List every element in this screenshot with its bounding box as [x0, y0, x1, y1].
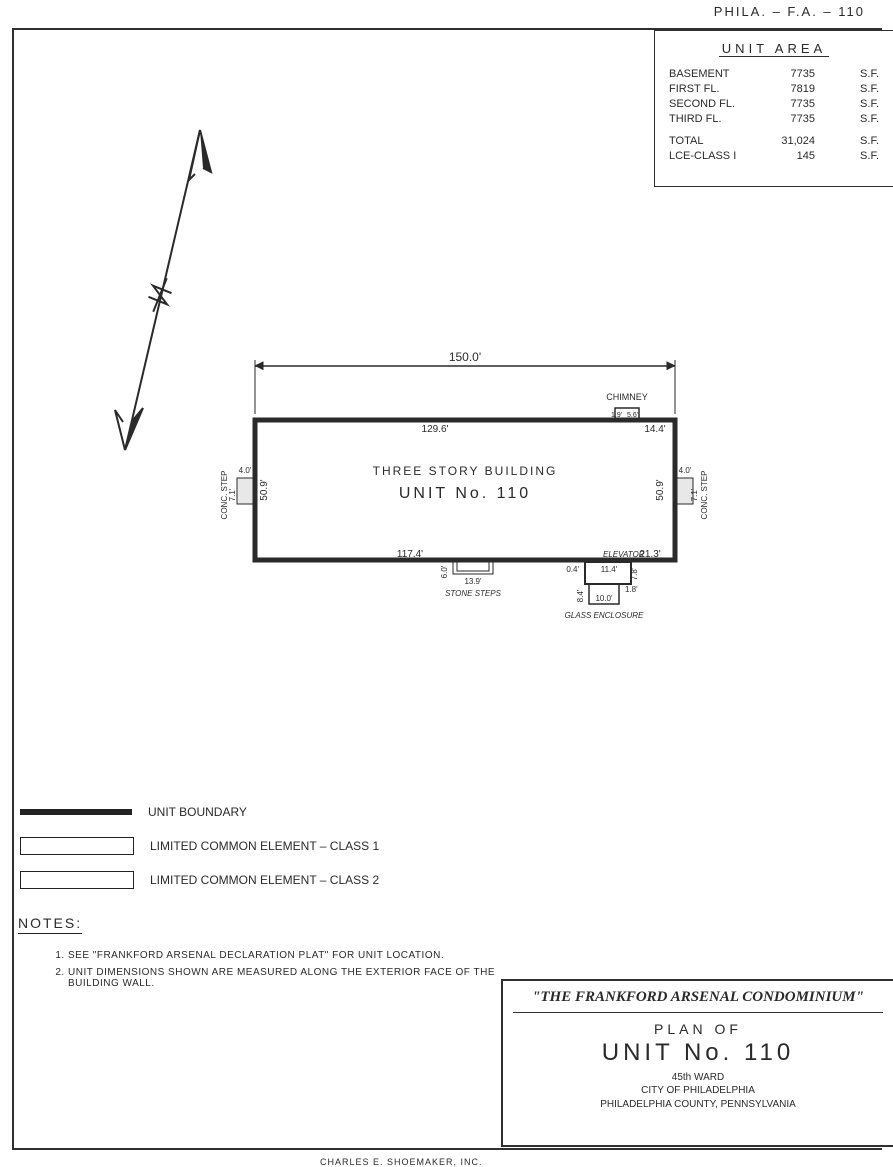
- area-total-row: LCE-CLASS I145S.F.: [669, 149, 879, 164]
- svg-text:CONC. STEP: CONC. STEP: [700, 471, 709, 520]
- svg-text:4.0': 4.0': [679, 466, 692, 475]
- svg-text:4.0': 4.0': [239, 466, 252, 475]
- svg-text:14.4': 14.4': [644, 424, 665, 435]
- svg-text:UNIT No. 110: UNIT No. 110: [399, 485, 531, 502]
- svg-text:50.9': 50.9': [655, 479, 666, 500]
- legend-label: UNIT BOUNDARY: [148, 805, 247, 819]
- unit-area-box: UNIT AREA BASEMENT7735S.F. FIRST FL.7819…: [654, 30, 893, 187]
- legend-row-c2: LIMITED COMMON ELEMENT – CLASS 2: [20, 863, 379, 897]
- svg-text:10.0': 10.0': [595, 594, 613, 603]
- legend-label: LIMITED COMMON ELEMENT – CLASS 2: [150, 873, 379, 887]
- svg-text:7.8': 7.8': [630, 567, 639, 580]
- area-row: BASEMENT7735S.F.: [669, 67, 879, 82]
- note-item: UNIT DIMENSIONS SHOWN ARE MEASURED ALONG…: [68, 967, 528, 989]
- floor-plan-diagram: 150.0' CHIMNEY 1.9' 5.6' 129.6' 14.4' CO…: [185, 350, 745, 650]
- sheet-header: PHILA. – F.A. – 110: [714, 4, 865, 19]
- title-city: CITY OF PHILADELPHIA: [513, 1084, 883, 1098]
- unit-area-title: UNIT AREA: [719, 41, 829, 57]
- dim-overall: 150.0': [449, 350, 481, 364]
- surveyor-credit: CHARLES E. SHOEMAKER, INC.: [320, 1157, 483, 1167]
- svg-text:CHIMNEY: CHIMNEY: [606, 392, 648, 402]
- swatch-c1-icon: [20, 837, 134, 855]
- svg-text:8.4': 8.4': [576, 589, 585, 602]
- svg-text:6.0': 6.0': [440, 565, 449, 578]
- area-row: FIRST FL.7819S.F.: [669, 82, 879, 97]
- title-block: "THE FRANKFORD ARSENAL CONDOMINIUM" PLAN…: [501, 979, 893, 1148]
- title-plan-of: PLAN OF: [513, 1021, 883, 1037]
- svg-text:1.9': 1.9': [611, 412, 622, 419]
- legend-row-c1: LIMITED COMMON ELEMENT – CLASS 1: [20, 829, 379, 863]
- svg-text:0.4': 0.4': [566, 565, 579, 574]
- title-county: PHILADELPHIA COUNTY, PENNSYLVANIA: [513, 1098, 883, 1112]
- svg-text:7.1': 7.1': [690, 488, 699, 501]
- svg-text:13.9': 13.9': [464, 577, 482, 586]
- title-unit-no: UNIT No. 110: [513, 1039, 883, 1067]
- title-condo-name: "THE FRANKFORD ARSENAL CONDOMINIUM": [513, 989, 883, 1013]
- area-row: SECOND FL.7735S.F.: [669, 97, 879, 112]
- swatch-c2-icon: [20, 871, 134, 889]
- svg-text:7.1': 7.1': [228, 488, 237, 501]
- svg-text:THREE STORY BUILDING: THREE STORY BUILDING: [373, 464, 558, 478]
- svg-text:129.6': 129.6': [422, 424, 449, 435]
- svg-text:STONE STEPS: STONE STEPS: [445, 589, 502, 598]
- note-item: SEE "FRANKFORD ARSENAL DECLARATION PLAT"…: [68, 950, 528, 961]
- svg-text:1.8': 1.8': [625, 585, 638, 594]
- notes-list: SEE "FRANKFORD ARSENAL DECLARATION PLAT"…: [28, 950, 528, 995]
- svg-text:11.4': 11.4': [601, 565, 618, 574]
- swatch-boundary-icon: [20, 809, 132, 815]
- svg-text:ELEVATOR: ELEVATOR: [603, 550, 645, 559]
- notes-heading: NOTES:: [18, 915, 82, 934]
- legend-row-boundary: UNIT BOUNDARY: [20, 795, 379, 829]
- title-ward: 45th WARD: [513, 1071, 883, 1085]
- svg-text:GLASS ENCLOSURE: GLASS ENCLOSURE: [565, 611, 644, 620]
- area-total-row: TOTAL31,024S.F.: [669, 134, 879, 149]
- svg-text:5.6': 5.6': [627, 412, 638, 419]
- svg-text:50.9': 50.9': [259, 479, 270, 500]
- area-row: THIRD FL.7735S.F.: [669, 112, 879, 127]
- svg-text:117.4': 117.4': [397, 549, 423, 560]
- legend-label: LIMITED COMMON ELEMENT – CLASS 1: [150, 839, 379, 853]
- legend: UNIT BOUNDARY LIMITED COMMON ELEMENT – C…: [20, 795, 379, 897]
